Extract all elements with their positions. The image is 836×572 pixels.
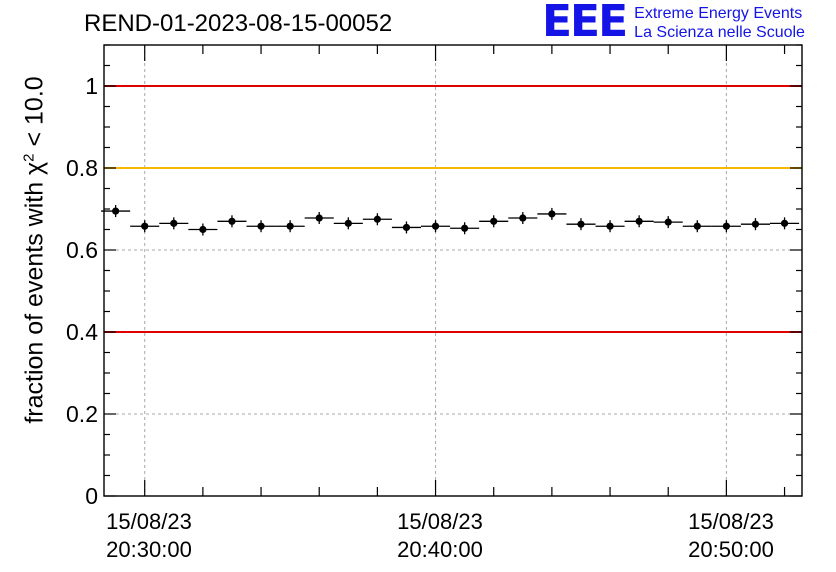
data-marker [548, 210, 556, 218]
data-marker [315, 214, 323, 222]
data-marker [228, 217, 236, 225]
data-marker [519, 214, 527, 222]
data-marker [780, 219, 789, 227]
x-tick-date: 15/08/23 [106, 509, 192, 534]
data-point [217, 215, 247, 228]
y-tick-label: 0.8 [66, 155, 98, 181]
data-point [101, 205, 131, 218]
data-point [770, 217, 800, 230]
data-point [653, 216, 683, 229]
axes: 0 0.2 0.4 0.6 0.8 1 [66, 44, 802, 509]
x-tick-date: 15/08/23 [397, 509, 483, 534]
data-point [711, 220, 741, 233]
data-marker [112, 207, 120, 215]
data-marker [170, 219, 178, 227]
y-tick-label: 0.6 [66, 237, 98, 263]
data-point [159, 217, 189, 230]
logo-line-1: Extreme Energy Events [634, 5, 803, 22]
data-point [362, 213, 392, 226]
data-marker [431, 222, 440, 230]
x-tick-date: 15/08/23 [688, 509, 774, 534]
logo-line-2: La Scienza nelle Scuole [634, 24, 805, 41]
y-tick-label: 1 [85, 73, 98, 99]
y-axis-label: fraction of events with χ2 < 10.0 [20, 76, 49, 423]
data-point [566, 218, 596, 231]
data-point [450, 222, 480, 235]
data-point [421, 220, 451, 233]
y-tick-label: 0.4 [66, 319, 98, 345]
logo-text: Extreme Energy Events La Scienza nelle S… [634, 4, 805, 42]
data-marker [693, 222, 701, 230]
data-marker [257, 222, 265, 230]
data-point [537, 207, 567, 220]
data-point [188, 223, 218, 236]
y-tick-label: 0 [85, 483, 98, 509]
data-point [275, 220, 305, 233]
data-marker [461, 224, 469, 232]
grid [104, 45, 802, 496]
x-tick-label-2: 15/08/23 20:40:00 [397, 508, 483, 564]
data-point [130, 220, 160, 233]
data-marker [199, 225, 207, 234]
data-point [391, 221, 422, 234]
data-points [101, 205, 800, 236]
data-marker [344, 219, 352, 227]
chart-title: REND-01-2023-08-15-00052 [84, 10, 393, 37]
data-marker [751, 220, 760, 228]
logo-mark: EEE [542, 0, 628, 47]
x-tick-time: 20:50:00 [688, 537, 774, 562]
eee-logo: EEE Extreme Energy Events La Scienza nel… [542, 0, 805, 47]
data-marker [402, 223, 411, 232]
data-point [508, 212, 538, 225]
reference-lines [104, 85, 802, 333]
data-marker [141, 222, 149, 230]
data-marker [664, 218, 672, 226]
data-marker [373, 215, 381, 223]
y-axis-label-prefix: fraction of events with χ [20, 161, 49, 424]
data-point [682, 220, 712, 233]
data-point [333, 217, 363, 230]
data-point [304, 212, 334, 225]
data-marker [490, 217, 498, 225]
y-axis-label-suffix: < 10.0 [20, 76, 49, 154]
data-point [246, 220, 276, 233]
data-marker [286, 222, 294, 230]
x-tick-label-1: 15/08/23 20:30:00 [106, 508, 192, 564]
x-tick-time: 20:30:00 [106, 537, 192, 562]
data-point [624, 215, 654, 228]
data-marker [606, 222, 614, 230]
data-point [479, 215, 509, 228]
data-marker [722, 222, 730, 230]
data-marker [577, 220, 585, 228]
data-point [740, 218, 771, 231]
data-point [595, 220, 625, 233]
x-tick-time: 20:40:00 [397, 537, 483, 562]
plot-frame [103, 44, 803, 497]
data-marker [635, 217, 643, 225]
y-axis-label-sup: 2 [20, 153, 38, 162]
x-tick-label-3: 15/08/23 20:50:00 [688, 508, 774, 564]
y-tick-label: 0.2 [66, 401, 98, 427]
